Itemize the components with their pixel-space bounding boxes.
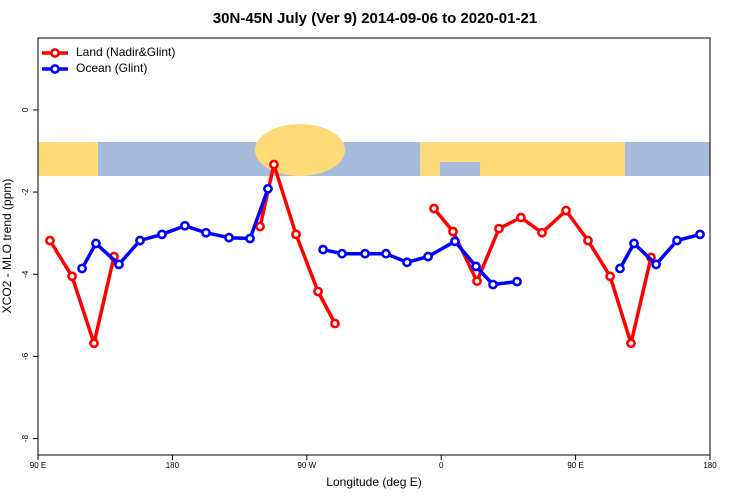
data-point — [313, 286, 323, 297]
data-point — [472, 276, 482, 287]
data-point — [626, 338, 636, 349]
data-point — [583, 235, 593, 246]
data-point — [330, 318, 340, 329]
y-tick-label: -2 — [21, 188, 30, 196]
data-point — [651, 259, 661, 270]
data-point — [488, 279, 498, 290]
sea-shape — [440, 162, 480, 176]
land-shape — [38, 142, 78, 176]
data-point — [269, 159, 279, 170]
land-shape — [600, 142, 625, 176]
data-point — [494, 223, 504, 234]
data-point — [605, 271, 615, 282]
y-axis-label: XCO2 - MLO trend (ppm) — [0, 179, 14, 314]
x-tick-label: 90 E — [30, 461, 46, 470]
data-point — [245, 233, 255, 244]
data-point — [402, 257, 412, 268]
legend-marker — [50, 48, 60, 58]
data-point — [67, 271, 77, 282]
y-tick-label: -6 — [21, 352, 30, 360]
land-shape — [255, 124, 345, 176]
data-point — [157, 229, 167, 240]
data-point — [450, 236, 460, 247]
x-axis-label: Longitude (deg E) — [326, 475, 421, 489]
data-point — [91, 238, 101, 249]
x-tick-label: 180 — [166, 461, 180, 470]
legend-marker — [50, 64, 60, 74]
data-point — [629, 238, 639, 249]
data-point — [360, 248, 370, 259]
y-tick-label: 0 — [21, 107, 30, 112]
data-point — [423, 251, 433, 262]
data-point — [448, 226, 458, 237]
y-tick-label: -8 — [21, 434, 30, 442]
data-point — [89, 338, 99, 349]
data-point — [318, 244, 328, 255]
data-point — [337, 248, 347, 259]
data-point — [537, 227, 547, 238]
x-tick-label: 90 E — [567, 461, 583, 470]
data-point — [224, 232, 234, 243]
data-point — [672, 235, 682, 246]
data-point — [471, 261, 481, 272]
data-point — [291, 229, 301, 240]
data-point — [255, 221, 265, 232]
plot-frame — [37, 37, 711, 456]
data-point — [114, 259, 124, 270]
legend-label: Ocean (Glint) — [76, 61, 147, 75]
data-point — [263, 183, 273, 194]
chart-title: 30N-45N July (Ver 9) 2014-09-06 to 2020-… — [213, 10, 537, 27]
data-point — [516, 212, 526, 223]
y-tick-label: -4 — [21, 270, 30, 278]
data-point — [695, 229, 705, 240]
x-tick-label: 180 — [703, 461, 717, 470]
legend-label: Land (Nadir&Glint) — [76, 45, 175, 59]
data-point — [201, 227, 211, 238]
data-point — [381, 248, 391, 259]
data-point — [512, 276, 522, 287]
data-point — [45, 235, 55, 246]
data-point — [429, 203, 439, 214]
data-point — [615, 263, 625, 274]
data-point — [135, 235, 145, 246]
data-point — [77, 263, 87, 274]
data-point — [561, 205, 571, 216]
data-point — [180, 220, 190, 231]
x-tick-label: 90 W — [297, 461, 316, 470]
x-tick-label: 0 — [439, 461, 444, 470]
